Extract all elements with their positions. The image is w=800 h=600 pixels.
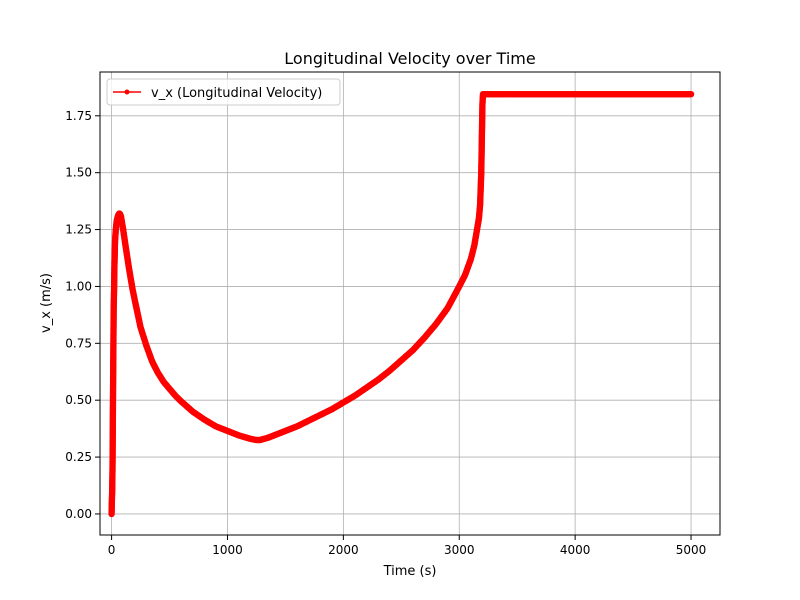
y-tick-label: 0.00 xyxy=(65,507,92,521)
x-tick-label: 5000 xyxy=(676,543,707,557)
y-axis-label: v_x (m/s) xyxy=(39,273,54,333)
chart-title: Longitudinal Velocity over Time xyxy=(284,49,535,68)
y-tick-label: 1.75 xyxy=(65,109,92,123)
x-tick-label: 3000 xyxy=(444,543,475,557)
series-markers xyxy=(108,90,695,518)
x-tick-label: 0 xyxy=(108,543,116,557)
y-tick-label: 0.75 xyxy=(65,336,92,350)
legend-box xyxy=(106,78,341,106)
x-tick-label: 4000 xyxy=(560,543,591,557)
legend: v_x (Longitudinal Velocity) xyxy=(106,78,341,106)
y-tick-label: 0.50 xyxy=(65,393,92,407)
plot-frame xyxy=(99,71,721,536)
y-tick-label: 1.00 xyxy=(65,279,92,293)
series-layer xyxy=(108,90,695,518)
y-tick-label: 1.50 xyxy=(65,166,92,180)
legend-marker-sample xyxy=(124,89,130,95)
y-tick-label: 1.25 xyxy=(65,223,92,237)
x-tick-label: 2000 xyxy=(328,543,359,557)
plot-area xyxy=(100,72,720,535)
x-axis-label: Time (s) xyxy=(383,564,437,579)
y-axis: 0.00 0.25 0.50 0.75 1.00 1.25 1.50 1.75 xyxy=(65,109,100,521)
x-tick-label: 1000 xyxy=(212,543,243,557)
grid xyxy=(100,72,720,535)
legend-entry-label: v_x (Longitudinal Velocity) xyxy=(151,86,322,101)
y-tick-label: 0.25 xyxy=(65,450,92,464)
x-axis: 0 1000 2000 3000 4000 5000 xyxy=(108,535,707,557)
data-point xyxy=(687,90,695,98)
